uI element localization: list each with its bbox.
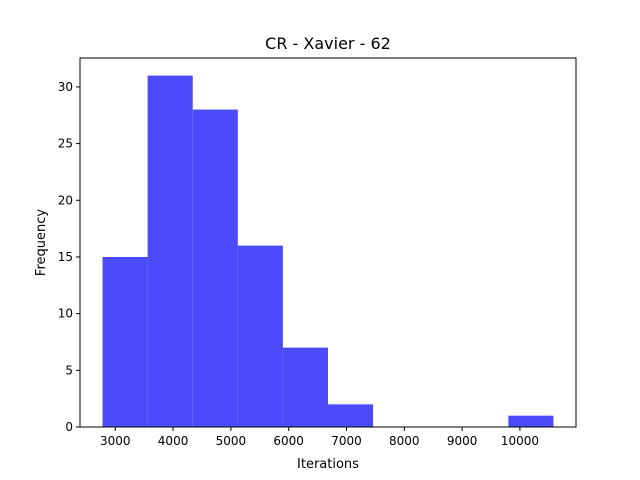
y-tick-label-6: 30 [58, 80, 73, 94]
y-tick-label-4: 20 [58, 193, 73, 207]
y-tick-label-3: 15 [58, 250, 73, 264]
x-tick-label-5: 8000 [389, 434, 420, 448]
histogram-bar-9 [508, 415, 554, 427]
x-tick-label-7: 10000 [501, 434, 539, 448]
y-axis-label: Frequency [34, 209, 49, 276]
histogram-bar-1 [147, 75, 193, 428]
x-tick-label-4: 7000 [331, 434, 362, 448]
x-tick-label-3: 6000 [273, 434, 304, 448]
y-tick-label-0: 0 [65, 420, 73, 434]
x-tick-label-0: 3000 [100, 434, 131, 448]
y-axis-ticks: 0 5 10 15 20 25 30 [58, 80, 80, 434]
histogram-bar-3 [237, 245, 283, 427]
x-tick-label-1: 4000 [158, 434, 189, 448]
y-tick-label-5: 25 [58, 137, 73, 151]
y-tick-label-1: 5 [65, 363, 73, 377]
x-tick-label-6: 9000 [447, 434, 478, 448]
y-tick-label-2: 10 [58, 307, 73, 321]
x-axis-label: Iterations [297, 457, 359, 472]
histogram-bar-2 [192, 109, 238, 428]
x-axis-ticks: 3000 4000 5000 6000 7000 8000 9000 10000 [100, 427, 539, 448]
bars-group [102, 75, 554, 428]
histogram-bar-4 [282, 347, 328, 427]
plot-frame [79, 57, 577, 428]
chart-title: CR - Xavier - 62 [265, 34, 391, 53]
histogram-bar-5 [328, 404, 374, 427]
x-tick-label-2: 5000 [216, 434, 247, 448]
histogram-bar-0 [102, 256, 148, 427]
